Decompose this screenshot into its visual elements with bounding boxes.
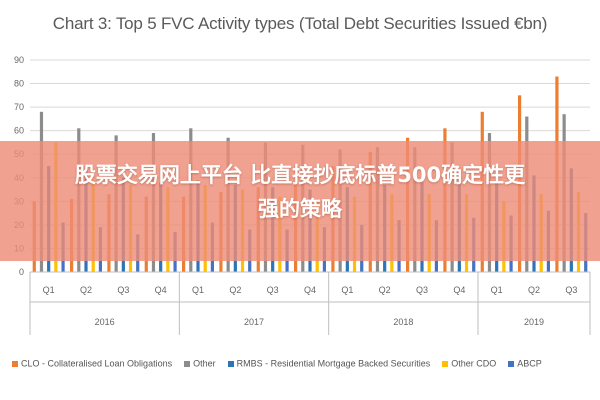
legend-swatch [184, 360, 191, 367]
x-tick-label: Q4 [155, 285, 167, 295]
y-tick-label: 70 [14, 102, 24, 112]
y-tick-label: 0 [19, 267, 24, 277]
x-tick-label: Q1 [192, 285, 204, 295]
x-tick-label: Q2 [80, 285, 92, 295]
x-tick-label: Q3 [565, 285, 577, 295]
overlay-banner [0, 141, 600, 261]
x-group-label: 2019 [524, 317, 544, 327]
legend-item: RMBS - Residential Mortgage Backed Secur… [227, 358, 431, 369]
x-tick-label: Q4 [304, 285, 316, 295]
legend-label: ABCP [517, 358, 542, 369]
chart-legend: CLO - Collateralised Loan Obligations Oth… [12, 358, 597, 374]
x-tick-label: Q3 [416, 285, 428, 295]
legend-item: Other CDO [442, 358, 496, 369]
x-tick-label: Q1 [341, 285, 353, 295]
x-tick-label: Q4 [453, 285, 465, 295]
legend-item: ABCP [508, 358, 542, 369]
x-tick-label: Q2 [379, 285, 391, 295]
legend-swatch [442, 360, 449, 367]
legend-label: Other [193, 358, 216, 369]
legend-swatch [12, 360, 18, 367]
overlay-caption: 股票交易网上平台 比直接抄底标普500确定性更 强的策略 [0, 158, 600, 226]
legend-item: CLO - Collateralised Loan Obligations [12, 358, 172, 369]
legend-label: Other CDO [451, 358, 497, 369]
legend-label: CLO - Collateralised Loan Obligations [21, 358, 173, 369]
legend-label: RMBS - Residential Mortgage Backed Secur… [236, 358, 431, 369]
y-tick-label: 60 [14, 126, 24, 136]
x-group-label: 2017 [244, 317, 264, 327]
x-tick-label: Q3 [117, 285, 129, 295]
x-group-label: 2018 [393, 317, 413, 327]
chart-title: Chart 3: Top 5 FVC Activity types (Total… [52, 14, 548, 33]
overlay-caption-line1: 股票交易网上平台 比直接抄底标普500确定性更 [74, 163, 526, 187]
x-tick-label: Q1 [43, 285, 55, 295]
overlay-caption-line2: 强的策略 [258, 197, 342, 221]
x-group-label: 2016 [95, 317, 115, 327]
x-tick-label: Q3 [267, 285, 279, 295]
y-tick-label: 80 [14, 79, 24, 89]
x-tick-label: Q2 [229, 285, 241, 295]
x-tick-label: Q2 [528, 285, 540, 295]
legend-swatch [508, 360, 515, 367]
legend-swatch [227, 360, 234, 367]
x-tick-label: Q1 [491, 285, 503, 295]
y-tick-label: 90 [14, 55, 24, 65]
legend-item: Other [184, 358, 216, 369]
